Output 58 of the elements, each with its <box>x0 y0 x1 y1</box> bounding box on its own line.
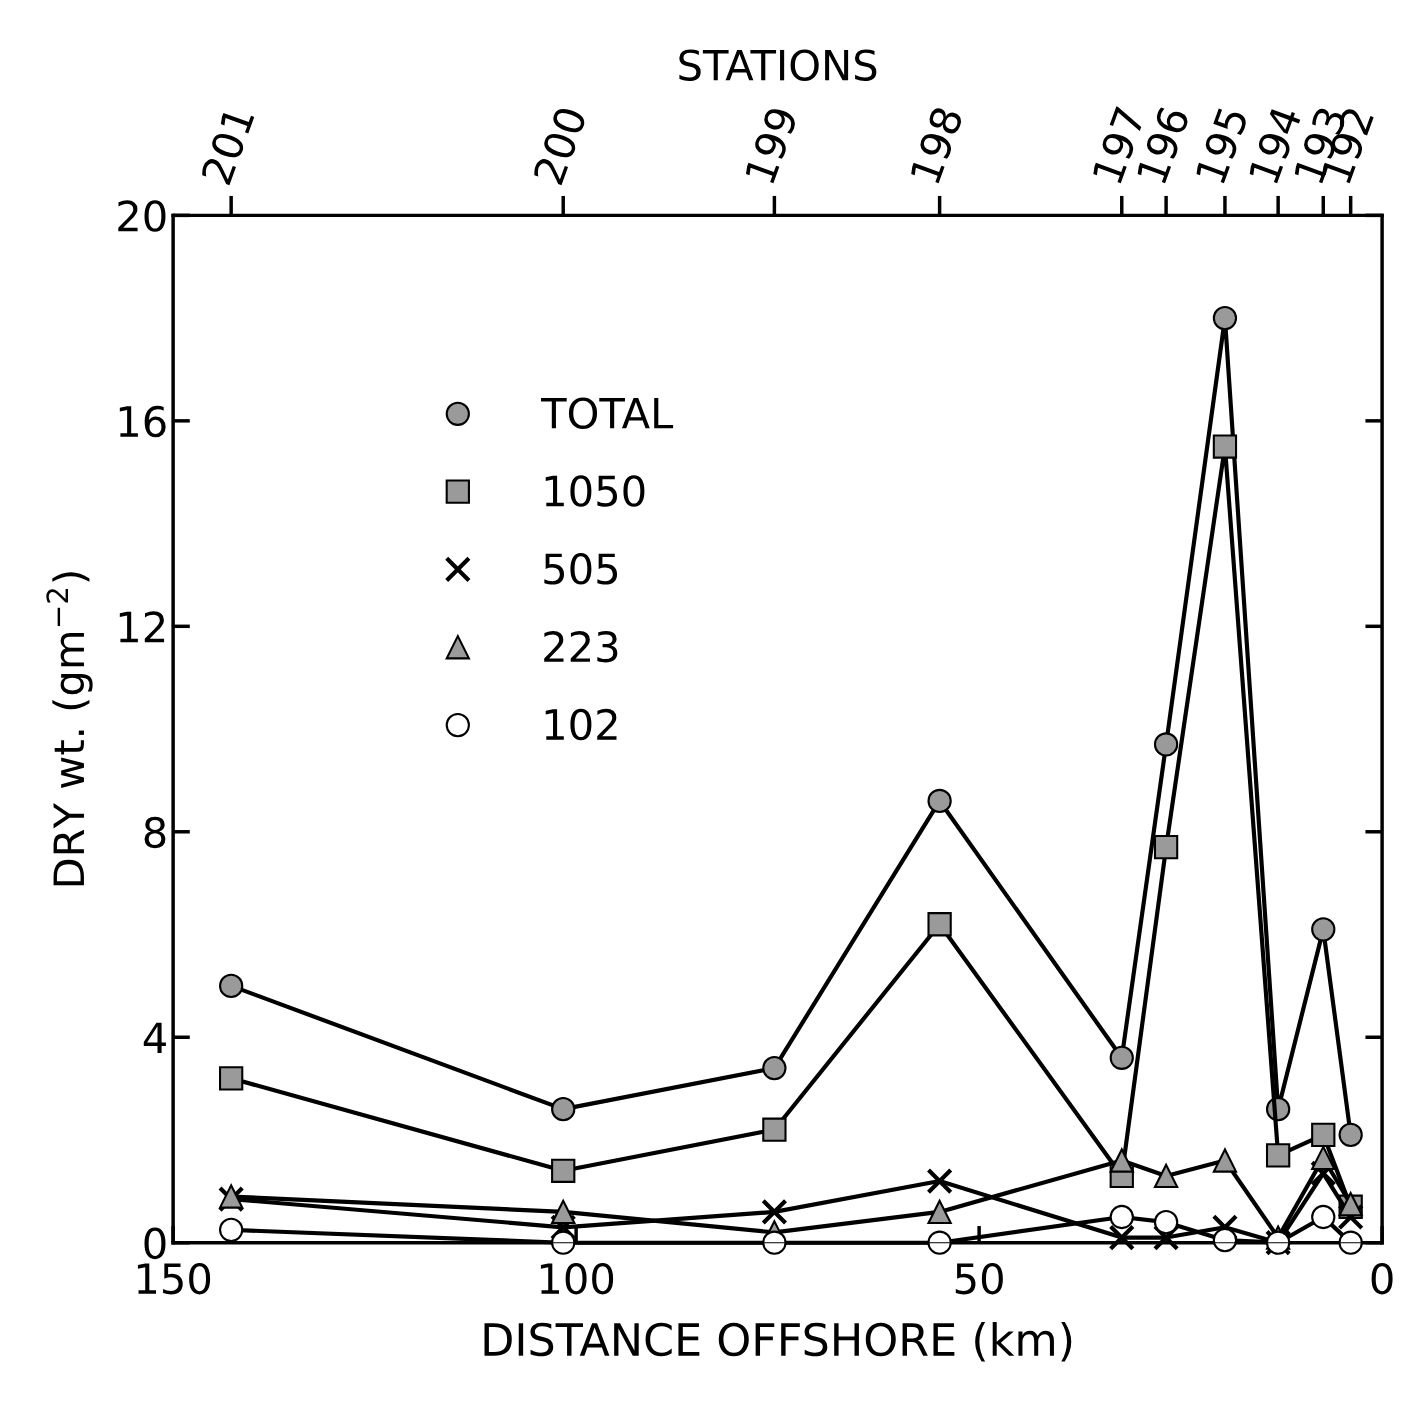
point <box>927 912 952 937</box>
point <box>1212 434 1238 459</box>
x-axis-title: DISTANCE OFFSHORE (km) <box>484 1321 1072 1362</box>
point <box>1153 835 1179 860</box>
point <box>551 1097 576 1122</box>
text: 198 <box>909 105 964 185</box>
point <box>1311 1204 1336 1230</box>
point <box>551 1230 576 1255</box>
point <box>762 1230 787 1255</box>
y-tick-label: 0 <box>144 1227 166 1260</box>
point <box>1212 1227 1238 1253</box>
y-tick-label: 20 <box>118 200 166 232</box>
point <box>1153 1210 1179 1235</box>
point <box>551 1199 576 1225</box>
y-axis-title: DRY wt. (gm$^{−2}$) <box>46 572 93 886</box>
text: 195 <box>1194 106 1249 185</box>
y-tick-label: 8 <box>144 816 166 849</box>
point <box>1109 1204 1134 1230</box>
legend-label: 505 <box>544 553 618 585</box>
point <box>1338 1230 1363 1255</box>
point <box>1212 1148 1238 1173</box>
point <box>926 1167 953 1195</box>
x-tick-label: 150 <box>137 1262 211 1295</box>
point <box>219 973 244 999</box>
point <box>762 1117 787 1142</box>
point <box>927 1230 952 1255</box>
x2-axis-title: STATIONS <box>679 49 877 81</box>
y-tick-label: 16 <box>119 405 166 438</box>
y-tick-label: 4 <box>143 1022 166 1054</box>
point <box>1212 305 1238 331</box>
legend-label: 102 <box>545 708 617 741</box>
point <box>219 1217 244 1243</box>
point <box>219 1066 244 1091</box>
x-tick-label: 0 <box>1371 1262 1393 1295</box>
point <box>761 1198 788 1226</box>
point <box>1109 1045 1134 1070</box>
legend-label: TOTAL <box>541 397 674 429</box>
point <box>1265 1143 1291 1168</box>
point <box>1311 1122 1336 1147</box>
point <box>551 1158 576 1183</box>
y-tick-label: 12 <box>119 611 165 643</box>
point <box>1153 732 1179 757</box>
point <box>1108 1224 1135 1251</box>
x-tick-label: 100 <box>540 1262 614 1295</box>
point <box>1109 1148 1134 1173</box>
legend-label: 1050 <box>545 475 645 507</box>
point <box>927 788 952 814</box>
point <box>1311 917 1336 942</box>
point <box>1311 1145 1336 1171</box>
text: 199 <box>744 105 799 185</box>
legend-label: 223 <box>544 630 618 663</box>
point <box>927 1199 952 1225</box>
text: 201 <box>200 106 255 186</box>
point <box>1338 1122 1363 1147</box>
x-tick-label: 50 <box>955 1262 1003 1295</box>
point <box>762 1055 787 1081</box>
point <box>1153 1163 1179 1189</box>
text: 200 <box>532 105 588 186</box>
